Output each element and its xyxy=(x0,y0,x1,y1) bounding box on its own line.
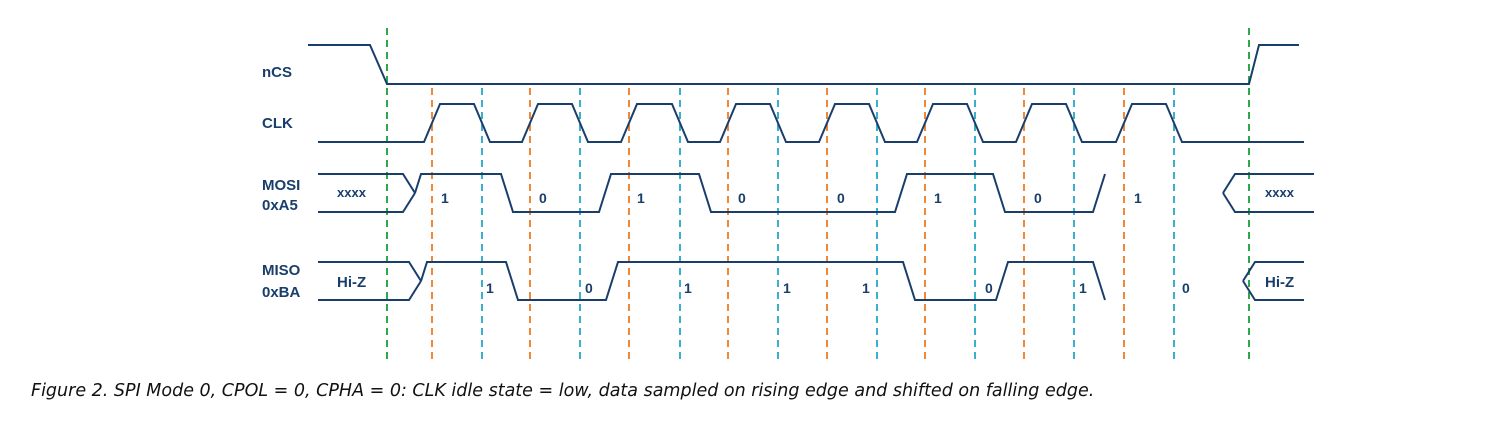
miso-hiz-after: Hi-Z xyxy=(1265,274,1294,291)
miso-bit-7: 0 xyxy=(1182,280,1190,296)
mosi-idle-after: xxxx xyxy=(1265,185,1295,200)
mosi-bit-0: 1 xyxy=(441,190,449,206)
miso-data xyxy=(420,261,1106,301)
mosi-label: MOSI xyxy=(262,177,300,194)
ncs-label: nCS xyxy=(262,64,292,81)
miso-bit-6: 1 xyxy=(1079,280,1087,296)
clk-label: CLK xyxy=(262,115,293,132)
mosi-bit-7: 1 xyxy=(1134,190,1142,206)
miso-post-low xyxy=(1242,280,1304,301)
mosi-bit-5: 1 xyxy=(934,190,942,206)
mosi-value-label: 0xA5 xyxy=(262,197,298,214)
mosi-bit-2: 1 xyxy=(637,190,645,206)
mosi-pre-low xyxy=(318,192,416,213)
mosi-bit-6: 0 xyxy=(1034,190,1042,206)
miso-bit-2: 1 xyxy=(684,280,692,296)
miso-bit-5: 0 xyxy=(985,280,993,296)
ncs-waveform xyxy=(308,44,1299,85)
miso-post-high xyxy=(1242,261,1304,282)
mosi-bit-3: 0 xyxy=(738,190,746,206)
mosi-bit-4: 0 xyxy=(837,190,845,206)
mosi-bit-1: 0 xyxy=(539,190,547,206)
mosi-data xyxy=(414,173,1106,213)
miso-value-label: 0xBA xyxy=(262,284,301,301)
waveforms xyxy=(308,44,1314,301)
mosi-post-high xyxy=(1222,173,1314,194)
mosi-pre-high xyxy=(318,173,416,194)
miso-bit-1: 0 xyxy=(585,280,593,296)
miso-bit-3: 1 xyxy=(783,280,791,296)
mosi-post-low xyxy=(1222,192,1314,213)
miso-label: MISO xyxy=(262,262,301,279)
clk-waveform xyxy=(318,103,1304,143)
miso-hiz-before: Hi-Z xyxy=(337,274,366,291)
bit-labels: 1 0 1 0 0 1 0 1 1 0 1 1 1 0 1 0 xyxy=(441,190,1190,296)
mosi-idle-before: xxxx xyxy=(337,185,367,200)
figure-caption: Figure 2. SPI Mode 0, CPOL = 0, CPHA = 0… xyxy=(31,381,1095,401)
miso-pre-high xyxy=(318,261,422,282)
edge-markers xyxy=(386,28,1250,360)
miso-bit-4: 1 xyxy=(862,280,870,296)
miso-bit-0: 1 xyxy=(486,280,494,296)
miso-pre-low xyxy=(318,280,422,301)
